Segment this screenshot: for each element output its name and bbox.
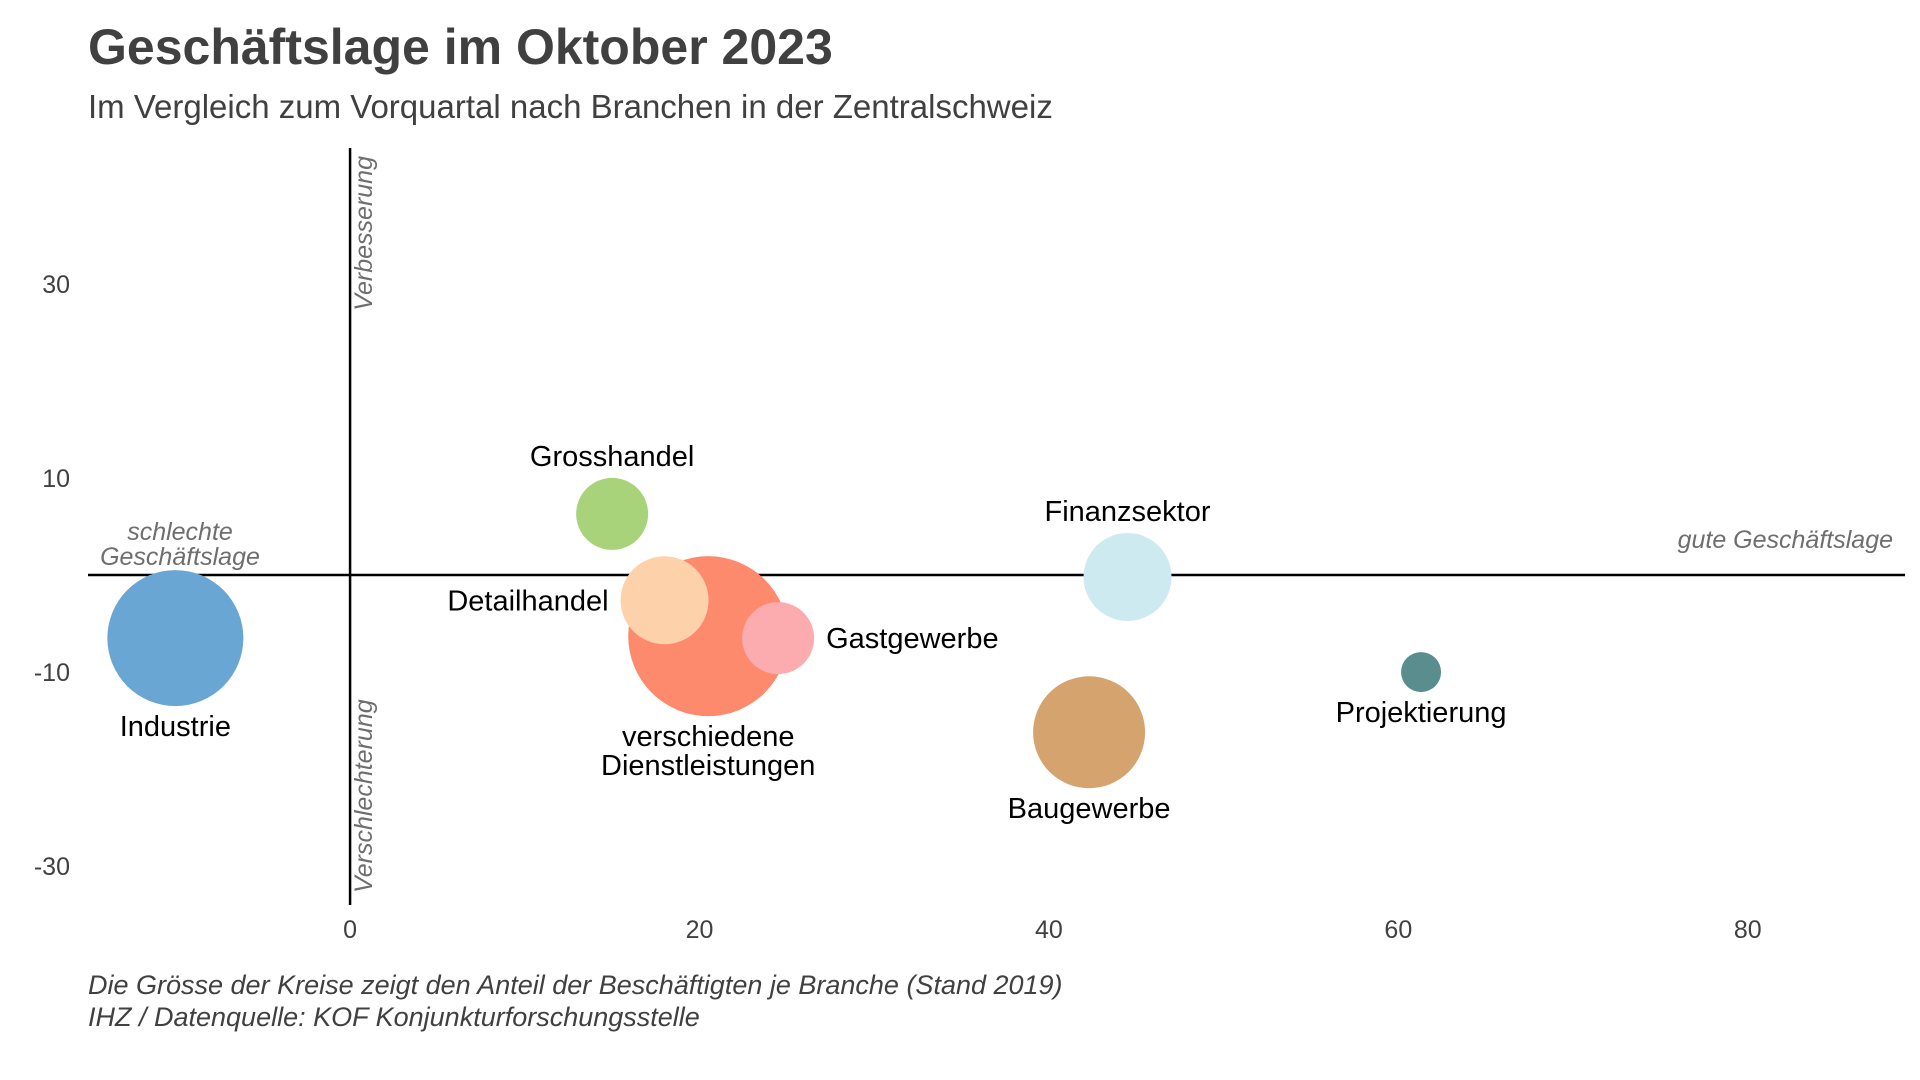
label-finanzsektor: Finanzsektor: [1045, 496, 1211, 528]
x-tick-label: 60: [1384, 916, 1412, 944]
annotation-bottom: Verschlechterung: [350, 699, 378, 893]
caption-line-size: Die Grösse der Kreise zeigt den Anteil d…: [88, 970, 1063, 1000]
annotation-top: Verbesserung: [350, 156, 378, 311]
y-tick-label: -30: [34, 853, 70, 881]
label-detailhandel: Detailhandel: [447, 585, 608, 617]
bubble-finanzsektor: [1083, 532, 1172, 621]
label-industrie: Industrie: [120, 711, 231, 743]
label-verschiedene-dienstleistungen: verschiedene: [622, 721, 795, 753]
chart-subtitle: Im Vergleich zum Vorquartal nach Branche…: [88, 88, 1053, 125]
x-tick-label: 20: [686, 916, 714, 944]
label-grosshandel: Grosshandel: [530, 441, 694, 473]
label-gastgewerbe: Gastgewerbe: [826, 623, 999, 655]
annotation-left-line2: Geschäftslage: [100, 543, 260, 571]
x-tick-label: 80: [1734, 916, 1762, 944]
annotation-left-line1: schlechte: [127, 518, 233, 546]
bubble-projektierung: [1401, 652, 1442, 693]
annotation-right: gute Geschäftslage: [1678, 526, 1893, 554]
label-verschiedene-dienstleistungen: Dienstleistungen: [601, 750, 815, 782]
bubble-gastgewerbe: [742, 602, 815, 675]
y-tick-label: 10: [42, 465, 70, 493]
points-layer: [107, 477, 1442, 789]
labels-layer: Industrie Grosshandel Detailhandel verschie…: [120, 441, 1507, 825]
bubble-baugewerbe: [1033, 676, 1146, 789]
label-baugewerbe: Baugewerbe: [1008, 793, 1171, 825]
x-tick-label: 40: [1035, 916, 1063, 944]
chart-caption: Die Grösse der Kreise zeigt den Anteil d…: [88, 969, 1063, 1033]
x-tick-label: 0: [343, 916, 357, 944]
y-tick-label: 30: [42, 271, 70, 299]
bubble-industrie: [107, 570, 244, 707]
caption-line-source: IHZ / Datenquelle: KOF Konjunkturforschu…: [88, 1002, 700, 1032]
bubble-grosshandel: [576, 477, 649, 550]
chart-title: Geschäftslage im Oktober 2023: [88, 19, 833, 75]
axes-layer: 30 10 -10 -30 0 20 40 60 80 schlechteGeschäftslag…: [34, 148, 1905, 944]
label-projektierung: Projektierung: [1336, 697, 1507, 729]
bubble-detailhandel: [620, 556, 709, 645]
y-tick-label: -10: [34, 659, 70, 687]
